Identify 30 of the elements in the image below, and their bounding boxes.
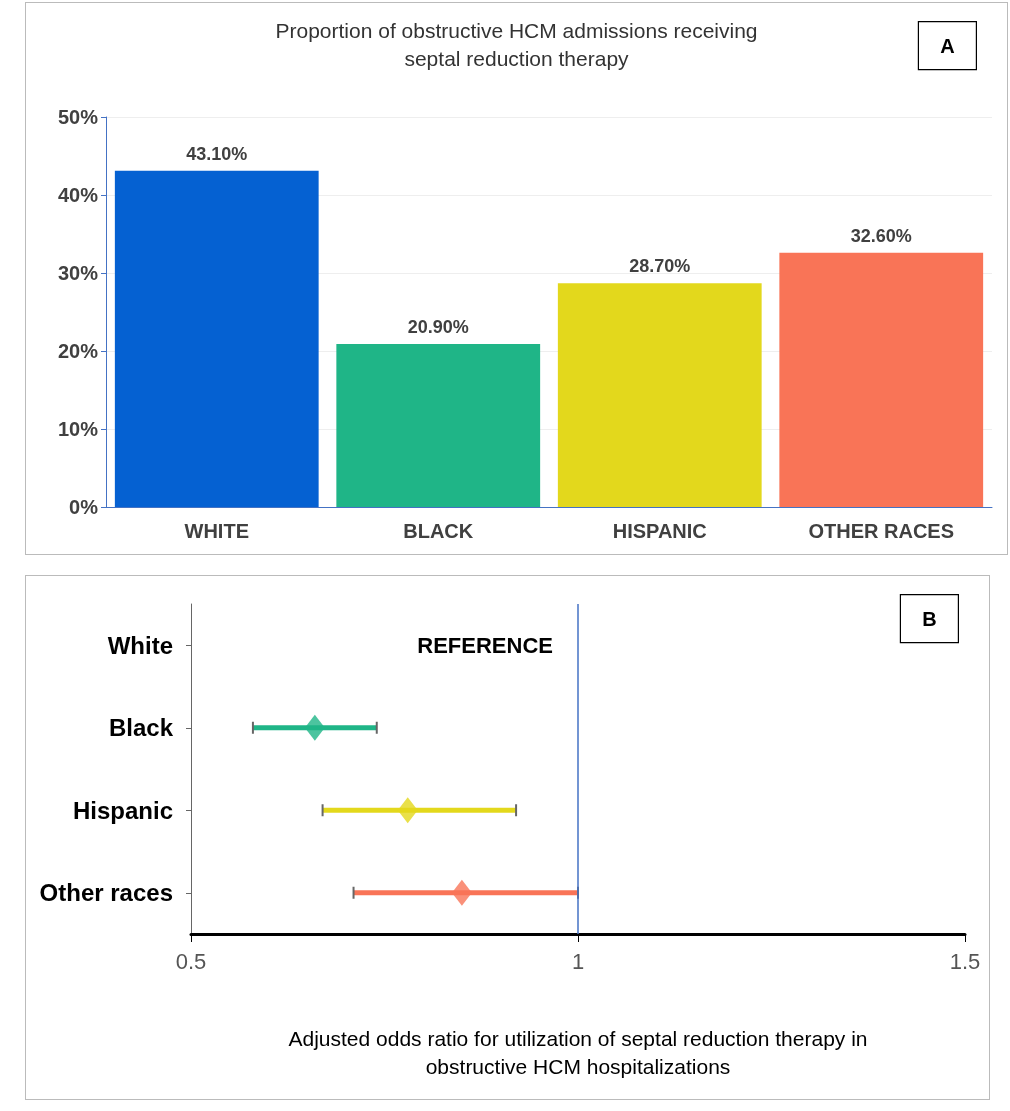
annotation: REFERENCE xyxy=(417,632,553,658)
y-tick-label: 30% xyxy=(57,262,99,284)
x-tick-label: 1.5 xyxy=(949,948,981,974)
x-tick-label: HISPANIC xyxy=(612,520,707,542)
x-axis-title: Adjusted odds ratio for utilization of septal reduction therapy in obstructive HCM hospitalizations xyxy=(288,1026,868,1078)
bar xyxy=(336,343,541,507)
data-label: 20.90% xyxy=(407,316,469,337)
bar xyxy=(779,252,984,507)
y-tick-label: Black xyxy=(108,714,174,742)
y-tick-label: 40% xyxy=(57,184,99,206)
y-tick-label: 20% xyxy=(57,340,99,362)
y-tick-label: Other races xyxy=(39,879,173,907)
text: A xyxy=(940,34,955,57)
y-tick-label: 0% xyxy=(69,496,99,518)
y-tick-label: Hispanic xyxy=(72,796,173,824)
y-tick-label: 50% xyxy=(57,106,99,128)
x-tick-label: WHITE xyxy=(184,520,249,542)
data-label: 43.10% xyxy=(186,143,248,164)
chart-title: Proportion of obstructive HCM admissions receiving septal reduction therapy xyxy=(275,18,758,70)
x-tick-label: 0.5 xyxy=(175,948,207,974)
bar xyxy=(557,283,762,507)
x-tick-label: 1 xyxy=(571,948,585,974)
x-tick-label: BLACK xyxy=(403,520,474,542)
x-tick-label: OTHER RACES xyxy=(808,520,955,542)
y-tick-label: White xyxy=(107,631,173,659)
data-label: 28.70% xyxy=(629,256,691,277)
bar xyxy=(114,170,319,507)
annotation: B xyxy=(922,607,937,630)
y-tick-label: 10% xyxy=(57,418,99,440)
data-label: 32.60% xyxy=(850,225,912,246)
